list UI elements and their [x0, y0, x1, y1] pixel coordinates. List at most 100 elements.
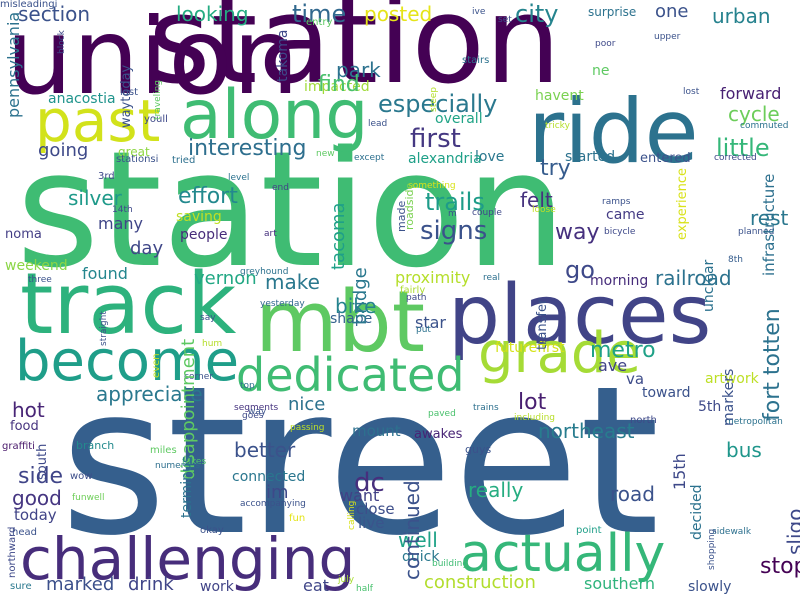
- cloud-word: ne: [592, 63, 610, 79]
- cloud-word: saving: [176, 209, 222, 225]
- cloud-word: stop: [760, 554, 800, 579]
- cloud-word: passing: [290, 423, 325, 433]
- cloud-word: even: [151, 353, 162, 378]
- cloud-word: station: [16, 116, 567, 303]
- cloud-word: food: [10, 419, 39, 434]
- cloud-word: segments: [234, 403, 279, 413]
- cloud-word: stairs: [462, 55, 490, 66]
- cloud-word: great: [118, 145, 150, 159]
- cloud-word: including: [514, 413, 555, 423]
- cloud-word: past: [35, 87, 161, 155]
- cloud-word: traveling: [153, 79, 163, 120]
- cloud-word: time: [292, 0, 347, 28]
- cloud-word: noma: [5, 227, 42, 242]
- cloud-word: wow: [70, 471, 93, 482]
- cloud-word: cycle: [728, 102, 780, 126]
- cloud-word: graffiti: [2, 441, 35, 452]
- cloud-word: steep: [429, 86, 439, 112]
- cloud-word: real: [483, 273, 501, 283]
- cloud-word: many: [98, 214, 143, 233]
- cloud-word: construction: [424, 572, 536, 593]
- cloud-word: decided: [689, 484, 705, 540]
- cloud-word: mount: [352, 422, 401, 440]
- cloud-word: markers: [721, 368, 737, 426]
- cloud-word: first: [410, 124, 461, 154]
- cloud-word: goes: [242, 411, 264, 421]
- cloud-word: fairly: [400, 285, 426, 296]
- cloud-word: bicycle: [604, 227, 636, 237]
- cloud-word: well: [398, 528, 438, 552]
- cloud-word: mbt: [255, 273, 426, 372]
- cloud-word: experience: [675, 167, 690, 240]
- cloud-word: tried: [172, 155, 196, 166]
- cloud-word: top: [240, 381, 255, 391]
- cloud-word: bus: [726, 438, 762, 462]
- cloud-word: rest: [750, 206, 789, 230]
- cloud-word: live: [358, 514, 385, 532]
- cloud-word: shape: [330, 311, 373, 327]
- cloud-word: ramps: [602, 197, 631, 207]
- cloud-word: metropolitan: [725, 417, 783, 427]
- cloud-word: really: [468, 478, 524, 502]
- cloud-word: commuted: [740, 121, 789, 131]
- cloud-word: alexandria: [408, 151, 482, 167]
- cloud-word: dedicated: [236, 348, 465, 402]
- cloud-word: weekend: [5, 258, 68, 274]
- cloud-word: poor: [595, 39, 616, 49]
- cloud-word: va: [626, 370, 645, 388]
- cloud-word: lot: [518, 390, 547, 415]
- cloud-word: block: [57, 30, 67, 54]
- cloud-word: going: [38, 140, 89, 161]
- cloud-word: side: [18, 464, 64, 489]
- cloud-word: signs: [420, 216, 488, 246]
- cloud-word: sligo: [783, 508, 800, 555]
- cloud-word: funwell: [72, 493, 105, 503]
- cloud-word: roadside: [403, 182, 416, 230]
- cloud-word: overall: [435, 111, 483, 127]
- cloud-word: posted: [364, 2, 433, 26]
- cloud-word: loose: [532, 205, 556, 215]
- cloud-word: city: [515, 0, 559, 28]
- cloud-word: waytoday: [119, 64, 134, 128]
- cloud-word: impacted: [304, 79, 370, 95]
- cloud-word: star: [415, 313, 446, 332]
- cloud-word: terminus: [179, 455, 195, 518]
- cloud-word: path: [406, 293, 427, 303]
- cloud-word: bridge: [350, 267, 371, 325]
- cloud-word: came: [606, 207, 645, 223]
- cloud-word: way: [248, 407, 267, 417]
- cloud-word: put: [416, 325, 431, 335]
- cloud-word: fort totten: [760, 308, 785, 421]
- cloud-word: eat: [303, 576, 329, 595]
- cloud-word: misleadingi: [0, 0, 58, 10]
- cloud-word: actually: [460, 524, 666, 584]
- cloud-word: northward: [7, 526, 18, 578]
- cloud-word: calling: [347, 500, 357, 530]
- cloud-word: 15th: [670, 453, 689, 490]
- cloud-word: interesting: [188, 136, 307, 161]
- cloud-word: corrected: [714, 153, 757, 163]
- cloud-word: places: [448, 268, 712, 363]
- cloud-word: become: [15, 329, 240, 394]
- cloud-word: southern: [584, 574, 655, 593]
- cloud-word: metro: [590, 338, 656, 363]
- cloud-word: find: [318, 72, 360, 97]
- cloud-word: trains: [473, 403, 499, 413]
- cloud-word: park: [336, 58, 381, 82]
- cloud-word: vernon: [194, 268, 257, 289]
- cloud-word: make: [265, 270, 320, 294]
- cloud-word: except: [354, 153, 385, 163]
- cloud-word: new: [316, 149, 335, 159]
- cloud-word: july: [338, 575, 355, 585]
- cloud-word: found: [82, 264, 128, 283]
- cloud-word: ave: [598, 356, 628, 375]
- cloud-word: grade: [478, 321, 641, 386]
- cloud-word: close: [356, 500, 395, 518]
- cloud-word: anacostia: [48, 91, 116, 107]
- cloud-word: couple: [472, 208, 502, 218]
- cloud-word: along: [180, 76, 369, 155]
- cloud-word: corner: [184, 372, 213, 382]
- cloud-word: head: [12, 527, 37, 538]
- cloud-word: fun: [289, 513, 306, 524]
